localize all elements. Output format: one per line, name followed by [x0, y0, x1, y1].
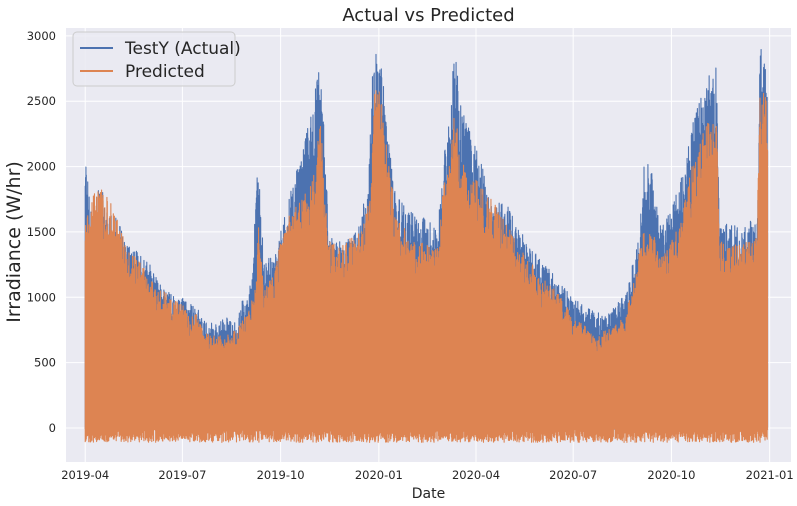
legend-label: Predicted — [125, 62, 205, 82]
x-tick-label: 2020-04 — [452, 468, 500, 482]
x-tick-label: 2020-07 — [549, 468, 597, 482]
y-tick-label: 3000 — [27, 29, 56, 43]
y-tick-label: 2500 — [27, 94, 56, 108]
x-tick-label: 2019-10 — [257, 468, 305, 482]
legend: TestY (Actual) Predicted — [72, 31, 241, 87]
y-tick-label: 1000 — [27, 290, 56, 304]
legend-box — [72, 31, 236, 87]
series-predicted — [84, 90, 769, 443]
y-tick-label: 2000 — [27, 160, 56, 174]
y-tick-label: 500 — [34, 356, 56, 370]
x-tick-label: 2021-01 — [746, 468, 794, 482]
y-tick-label: 0 — [49, 421, 56, 435]
x-axis-title: Date — [412, 486, 445, 502]
tick-labels: 0 500 1000 1500 2000 2500 3000 2019-04 2019-07 20… — [27, 29, 794, 482]
series-layer — [84, 48, 769, 443]
legend-label: TestY (Actual) — [124, 39, 241, 59]
chart-title: Actual vs Predicted — [342, 5, 514, 26]
series-line — [84, 90, 769, 443]
x-tick-label: 2020-01 — [355, 468, 403, 482]
y-tick-label: 1500 — [27, 225, 56, 239]
y-axis-title: Irradiance (W/hr) — [3, 161, 25, 323]
x-tick-label: 2019-04 — [61, 468, 109, 482]
x-tick-label: 2019-07 — [158, 468, 206, 482]
x-tick-label: 2020-10 — [647, 468, 695, 482]
